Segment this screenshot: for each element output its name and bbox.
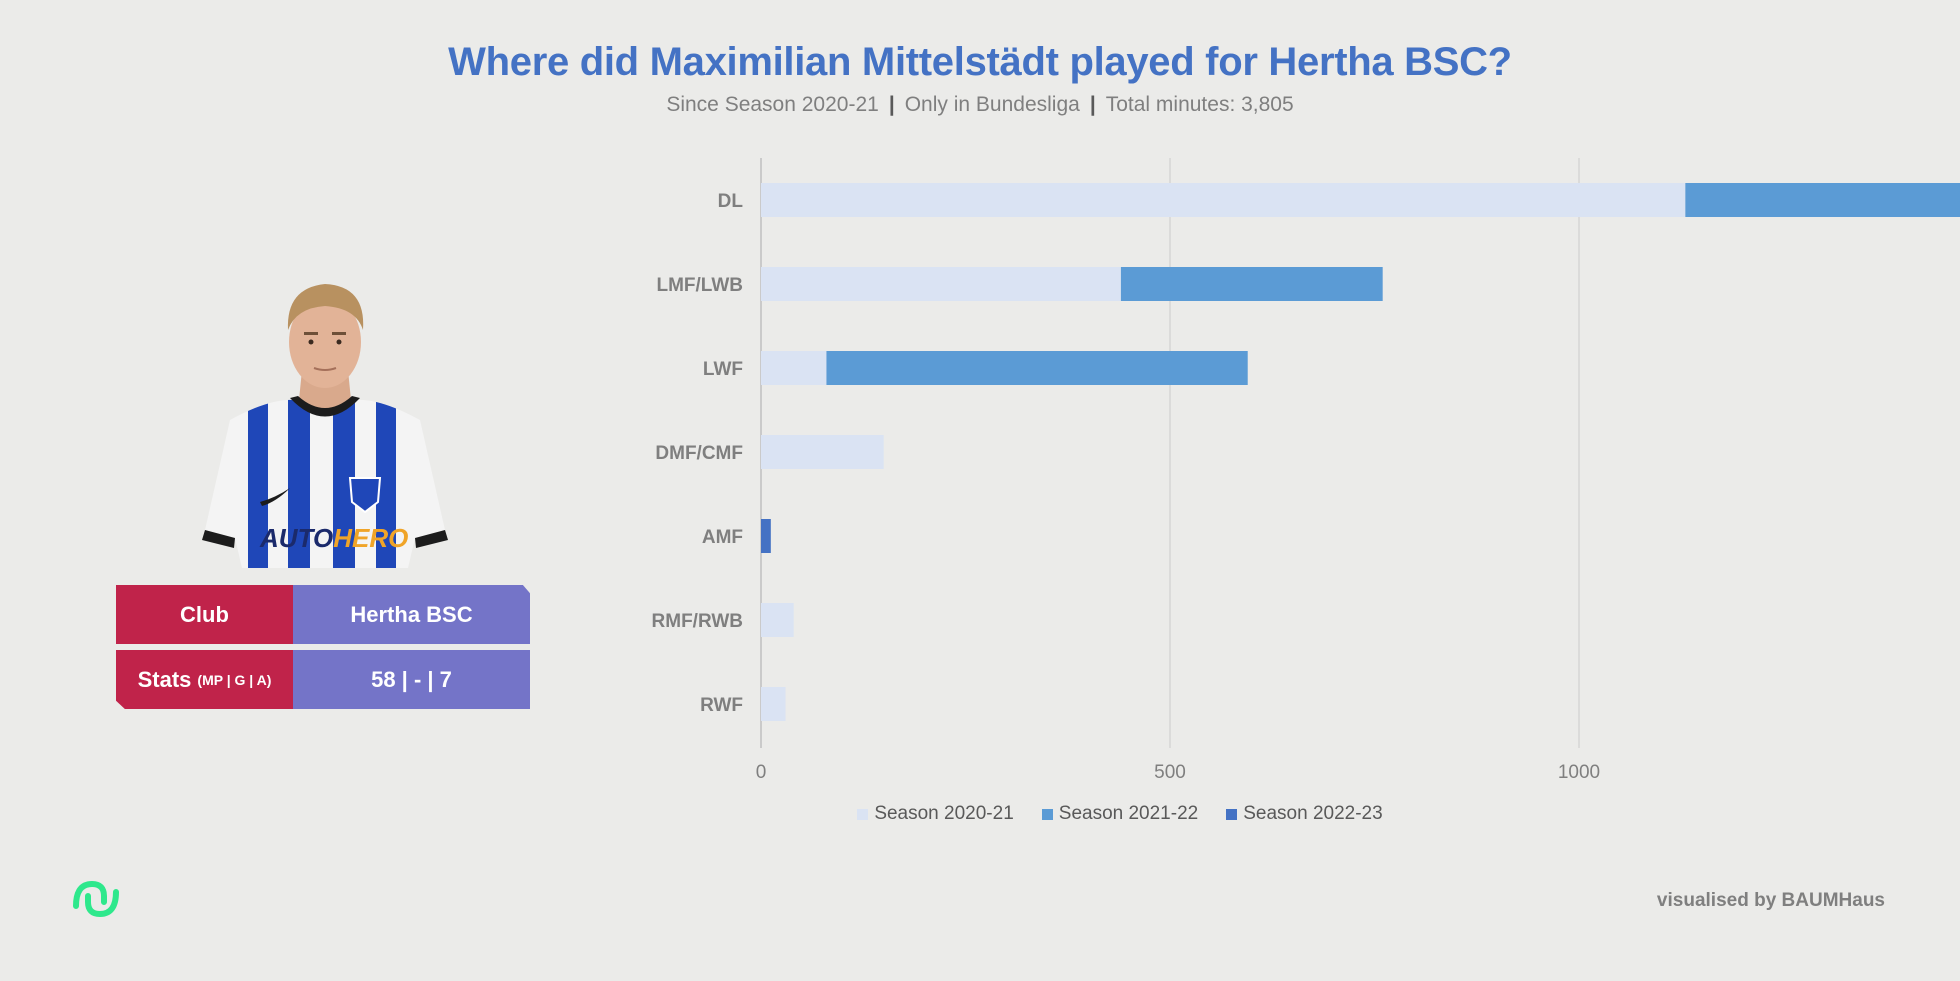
legend-swatch	[1041, 808, 1053, 820]
category-label: RWF	[700, 695, 743, 716]
subtitle-season: Since Season 2020-21	[666, 93, 879, 116]
legend-label: Season 2020-21	[874, 803, 1014, 824]
category-label: LWF	[703, 359, 743, 380]
bar-segment	[761, 687, 786, 721]
chart-grid	[760, 158, 1580, 748]
category-label: RMF/RWB	[652, 611, 743, 632]
bar-segment	[761, 351, 827, 385]
legend-item: Season 2020-21	[857, 803, 1014, 825]
stats-label-cell: Stats (MP | G | A)	[116, 650, 293, 709]
bar-segment	[761, 519, 771, 553]
stats-label: Stats	[137, 666, 192, 692]
club-label: Club	[116, 585, 293, 644]
credit-text: visualised by BAUMHaus	[1656, 890, 1885, 911]
bar-segment	[761, 267, 1121, 301]
bar-segment	[1685, 183, 1960, 217]
player-photo: AUTOHERO	[190, 270, 460, 568]
category-label: DL	[718, 191, 744, 212]
chart-subtitle: Since Season 2020-21 | Only in Bundesliga |…	[0, 93, 1960, 117]
chart-bars	[761, 183, 1960, 721]
legend-swatch	[1226, 808, 1238, 820]
legend-item: Season 2022-23	[1226, 803, 1383, 825]
category-label: DMF/CMF	[655, 443, 743, 464]
category-label: AMF	[702, 527, 743, 548]
chart-category-labels: DL LMF/LWB LWF DMF/CMF AMF RMF/RWB RWF	[652, 191, 744, 716]
subtitle-separator: |	[888, 93, 895, 116]
chart-tick-labels: 05001000150020002500	[756, 762, 1600, 783]
baumhaus-logo-icon	[73, 880, 119, 918]
bar-segment	[826, 351, 1248, 385]
club-value: Hertha BSC	[293, 585, 530, 644]
club-row: Club Hertha BSC	[116, 585, 530, 644]
subtitle-separator: |	[1089, 93, 1096, 116]
legend-label: Season 2022-23	[1243, 803, 1383, 824]
x-tick-label: 0	[756, 762, 767, 783]
bar-segment	[761, 183, 1686, 217]
stats-value: 58 | - | 7	[293, 650, 530, 709]
stats-sub-label: (MP | G | A)	[197, 671, 272, 688]
x-tick-label: 1000	[1558, 762, 1600, 783]
bar-segment	[761, 435, 884, 469]
legend-item: Season 2021-22	[1041, 803, 1199, 825]
legend-swatch	[857, 808, 869, 820]
chart-legend: Season 2020-21 Season 2021-22 Season 2022-…	[0, 803, 1960, 825]
stats-row: Stats (MP | G | A) 58 | - | 7	[116, 650, 530, 709]
bar-segment	[761, 603, 794, 637]
legend-label: Season 2021-22	[1058, 803, 1199, 824]
subtitle-minutes: Total minutes: 3,805	[1105, 93, 1294, 116]
chart-title: Where did Maximilian Mittelstädt played …	[448, 40, 1512, 84]
sponsor-text: AUTOHERO	[259, 523, 408, 553]
category-label: LMF/LWB	[656, 275, 743, 296]
x-tick-label: 500	[1154, 762, 1186, 783]
subtitle-league: Only in Bundesliga	[904, 93, 1080, 116]
bar-segment	[1120, 267, 1383, 301]
